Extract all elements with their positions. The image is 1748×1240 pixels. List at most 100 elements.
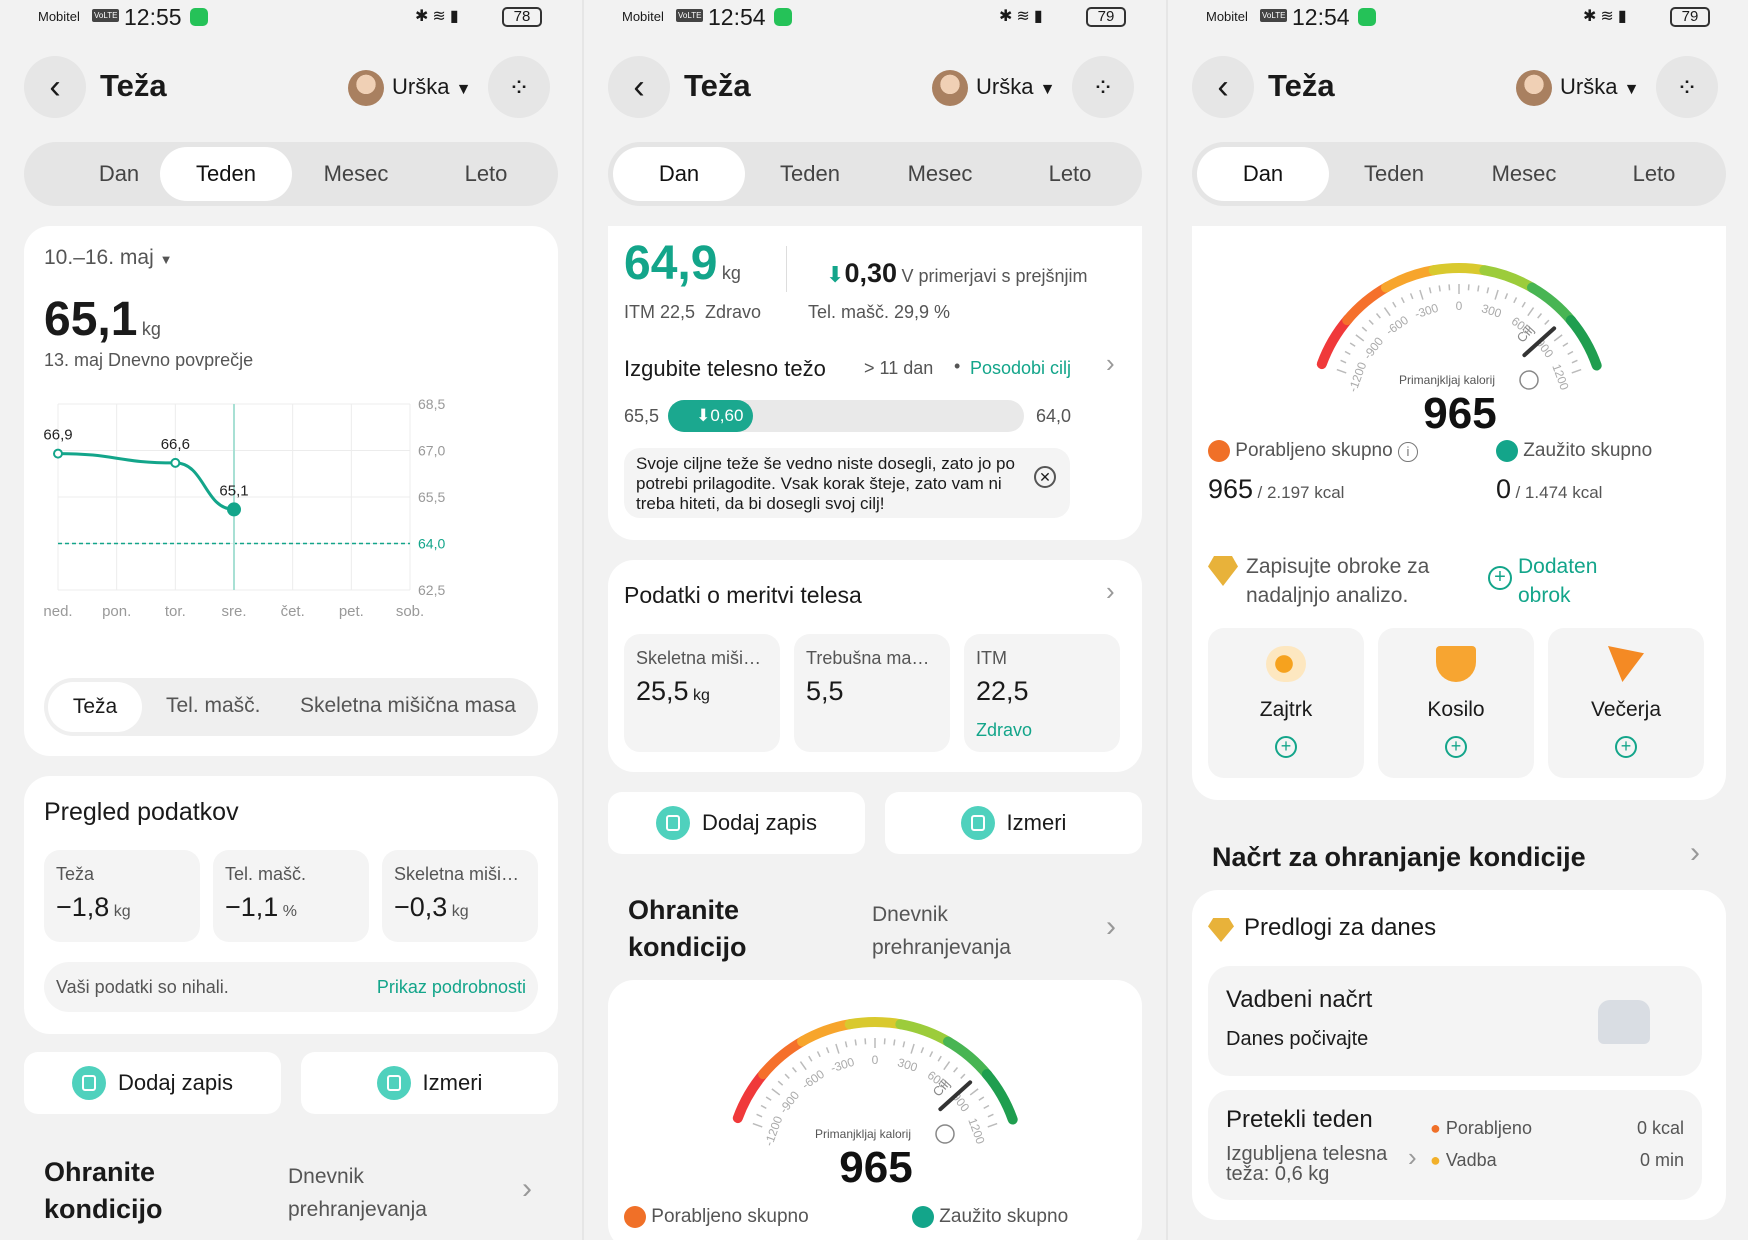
gauge-tick <box>960 1073 966 1079</box>
back-button[interactable]: ‹ <box>1192 56 1254 118</box>
tab-day[interactable]: Dan <box>1197 147 1329 201</box>
page-title: Teža <box>684 68 751 103</box>
measure-button[interactable]: Izmeri <box>301 1052 558 1114</box>
gauge-tick <box>1400 297 1405 304</box>
goal-target: 64,0 <box>1036 406 1072 426</box>
food-diary-link[interactable]: Dnevnik prehranjevanja <box>872 903 1011 959</box>
gauge-tick <box>808 1055 813 1062</box>
gauge-tick-label: 1200 <box>965 1116 987 1146</box>
info-icon[interactable]: i <box>1397 442 1418 463</box>
tab-day[interactable]: Dan <box>98 161 140 186</box>
gauge-tick <box>765 1096 772 1101</box>
close-icon[interactable]: ✕ <box>1034 466 1056 488</box>
workout-title: Vadbeni načrt <box>1226 986 1373 1013</box>
last-week-card[interactable]: Pretekli teden Izgubljena telesna teža: … <box>1208 1090 1702 1200</box>
calorie-gauge: -1200-900-600-300 0 3006009001200CiljPrima… <box>732 1017 1018 1192</box>
gauge-tick <box>1486 287 1490 294</box>
avatar[interactable] <box>1516 70 1552 106</box>
stat-label: Trebušna ma… <box>806 648 930 668</box>
stat-unit: % <box>282 903 297 920</box>
meal-breakfast[interactable]: Zajtrk + <box>1208 628 1364 778</box>
burned-value: 965 <box>1208 474 1254 504</box>
add-circle-icon[interactable]: + <box>1615 736 1637 758</box>
add-circle-icon[interactable]: + <box>1445 736 1467 758</box>
carrier: Mobitel <box>38 9 80 24</box>
more-button[interactable]: ⁘ <box>488 56 550 118</box>
meal-lunch[interactable]: Kosilo + <box>1378 628 1534 778</box>
gauge-tick <box>1527 307 1535 317</box>
calorie-gauge: -1200-900-600-300 0 3006009001200CiljPrima… <box>1316 263 1602 438</box>
gauge-tick <box>987 1122 998 1128</box>
measure-button[interactable]: Izmeri <box>885 792 1142 854</box>
tab-year[interactable]: Leto <box>1048 161 1092 186</box>
user-switcher[interactable]: Urška ▼ <box>976 74 1055 100</box>
gauge-tick-label: -300 <box>829 1055 856 1076</box>
add-record-button[interactable]: Dodaj zapis <box>608 792 865 854</box>
chevron-right-icon: › <box>1408 1142 1417 1172</box>
gauge-tick <box>1494 289 1499 300</box>
date-range-picker[interactable]: 10.–16. maj ▼ <box>44 246 172 270</box>
add-record-button[interactable]: Dodaj zapis <box>24 1052 281 1114</box>
y-tick-label: 62,5 <box>418 582 445 598</box>
data-label: 65,1 <box>219 482 248 499</box>
gauge-arc <box>1316 313 1354 370</box>
add-circle-icon[interactable]: + <box>1488 566 1512 590</box>
update-goal-link[interactable]: Posodobi cilj <box>970 358 1072 378</box>
user-name: Urška <box>976 74 1034 99</box>
user-switcher[interactable]: Urška ▼ <box>1560 74 1639 100</box>
workout-plan-card[interactable]: Vadbeni načrt Danes počivajte <box>1208 966 1702 1076</box>
workout-rest: Danes počivajte <box>1226 1028 1369 1050</box>
tab-day[interactable]: Dan <box>613 147 745 201</box>
calorie-card: -1200 -900 -600 -300 0 300 600 900 1200 Cilj Prima… <box>1192 226 1726 800</box>
avatar[interactable] <box>348 70 384 106</box>
signal-icons: ✱≋▮ <box>1583 8 1631 25</box>
clock: 12:55 <box>124 4 182 30</box>
weight-value: 64,9 <box>624 237 718 290</box>
add-circle-icon[interactable]: + <box>1275 736 1297 758</box>
x-tick-label: sob. <box>396 603 424 620</box>
gauge-tick <box>1375 313 1381 319</box>
gauge-tick <box>771 1088 781 1096</box>
x-tick-label: pon. <box>102 603 131 620</box>
bowl-meal-icon <box>1436 646 1476 682</box>
user-switcher[interactable]: Urška ▼ <box>392 74 471 100</box>
weight-value: 65,1 <box>44 293 138 346</box>
details-link[interactable]: Prikaz podrobnosti <box>376 977 526 997</box>
tab-week[interactable]: Teden <box>780 161 840 186</box>
info-icon <box>1519 370 1539 390</box>
meal-dinner[interactable]: Večerja + <box>1548 628 1704 778</box>
tab-week[interactable]: Teden <box>160 147 292 201</box>
more-button[interactable]: ⁘ <box>1656 56 1718 118</box>
metric-tab-muscle[interactable]: Skeletna mišična masa <box>300 694 516 717</box>
status-bar: Mobitel VoLTE 12:54 ✱≋▮ 79 <box>1168 0 1748 36</box>
tab-year[interactable]: Leto <box>1632 161 1676 186</box>
period-tabs: Dan Teden Mesec Leto <box>608 142 1142 206</box>
metric-tab-weight[interactable]: Teža <box>48 682 142 732</box>
food-diary-link[interactable]: Dnevnik prehranjevanja <box>288 1165 427 1221</box>
tip-box: Svoje ciljne teže še vedno niste dosegli… <box>624 448 1070 518</box>
suggestions-card: Predlogi za danes Vadbeni načrt Danes po… <box>1192 890 1726 1220</box>
back-button[interactable]: ‹ <box>24 56 86 118</box>
tab-week[interactable]: Teden <box>1364 161 1424 186</box>
gauge-tick <box>1571 359 1578 364</box>
gauge-value: 965 <box>839 1143 912 1192</box>
tab-month[interactable]: Mesec <box>907 161 973 186</box>
tab-year[interactable]: Leto <box>464 161 508 186</box>
gauge-tick-label: -1200 <box>1346 360 1370 394</box>
stat-value: 22,5 <box>976 676 1029 706</box>
metric-tab-fat[interactable]: Tel. mašč. <box>166 694 261 717</box>
x-tick-label: pet. <box>339 603 364 620</box>
avatar[interactable] <box>932 70 968 106</box>
keep-fit-title: Ohranite kondicijo <box>44 1157 163 1224</box>
stat-label: Tel. mašč. <box>225 864 307 884</box>
more-button[interactable]: ⁘ <box>1072 56 1134 118</box>
burned-label: Porabljeno skupno <box>1235 440 1393 462</box>
burned-total: / 2.197 kcal <box>1257 483 1345 502</box>
clock: 12:54 <box>1292 4 1350 30</box>
fitness-plan-title[interactable]: Načrt za ohranjanje kondicije <box>1212 842 1586 872</box>
tab-month[interactable]: Mesec <box>1491 161 1557 186</box>
add-meal-link[interactable]: Dodaten obrok <box>1518 555 1598 607</box>
back-button[interactable]: ‹ <box>608 56 670 118</box>
tab-month[interactable]: Mesec <box>323 161 389 186</box>
gauge-tick <box>1355 334 1365 342</box>
